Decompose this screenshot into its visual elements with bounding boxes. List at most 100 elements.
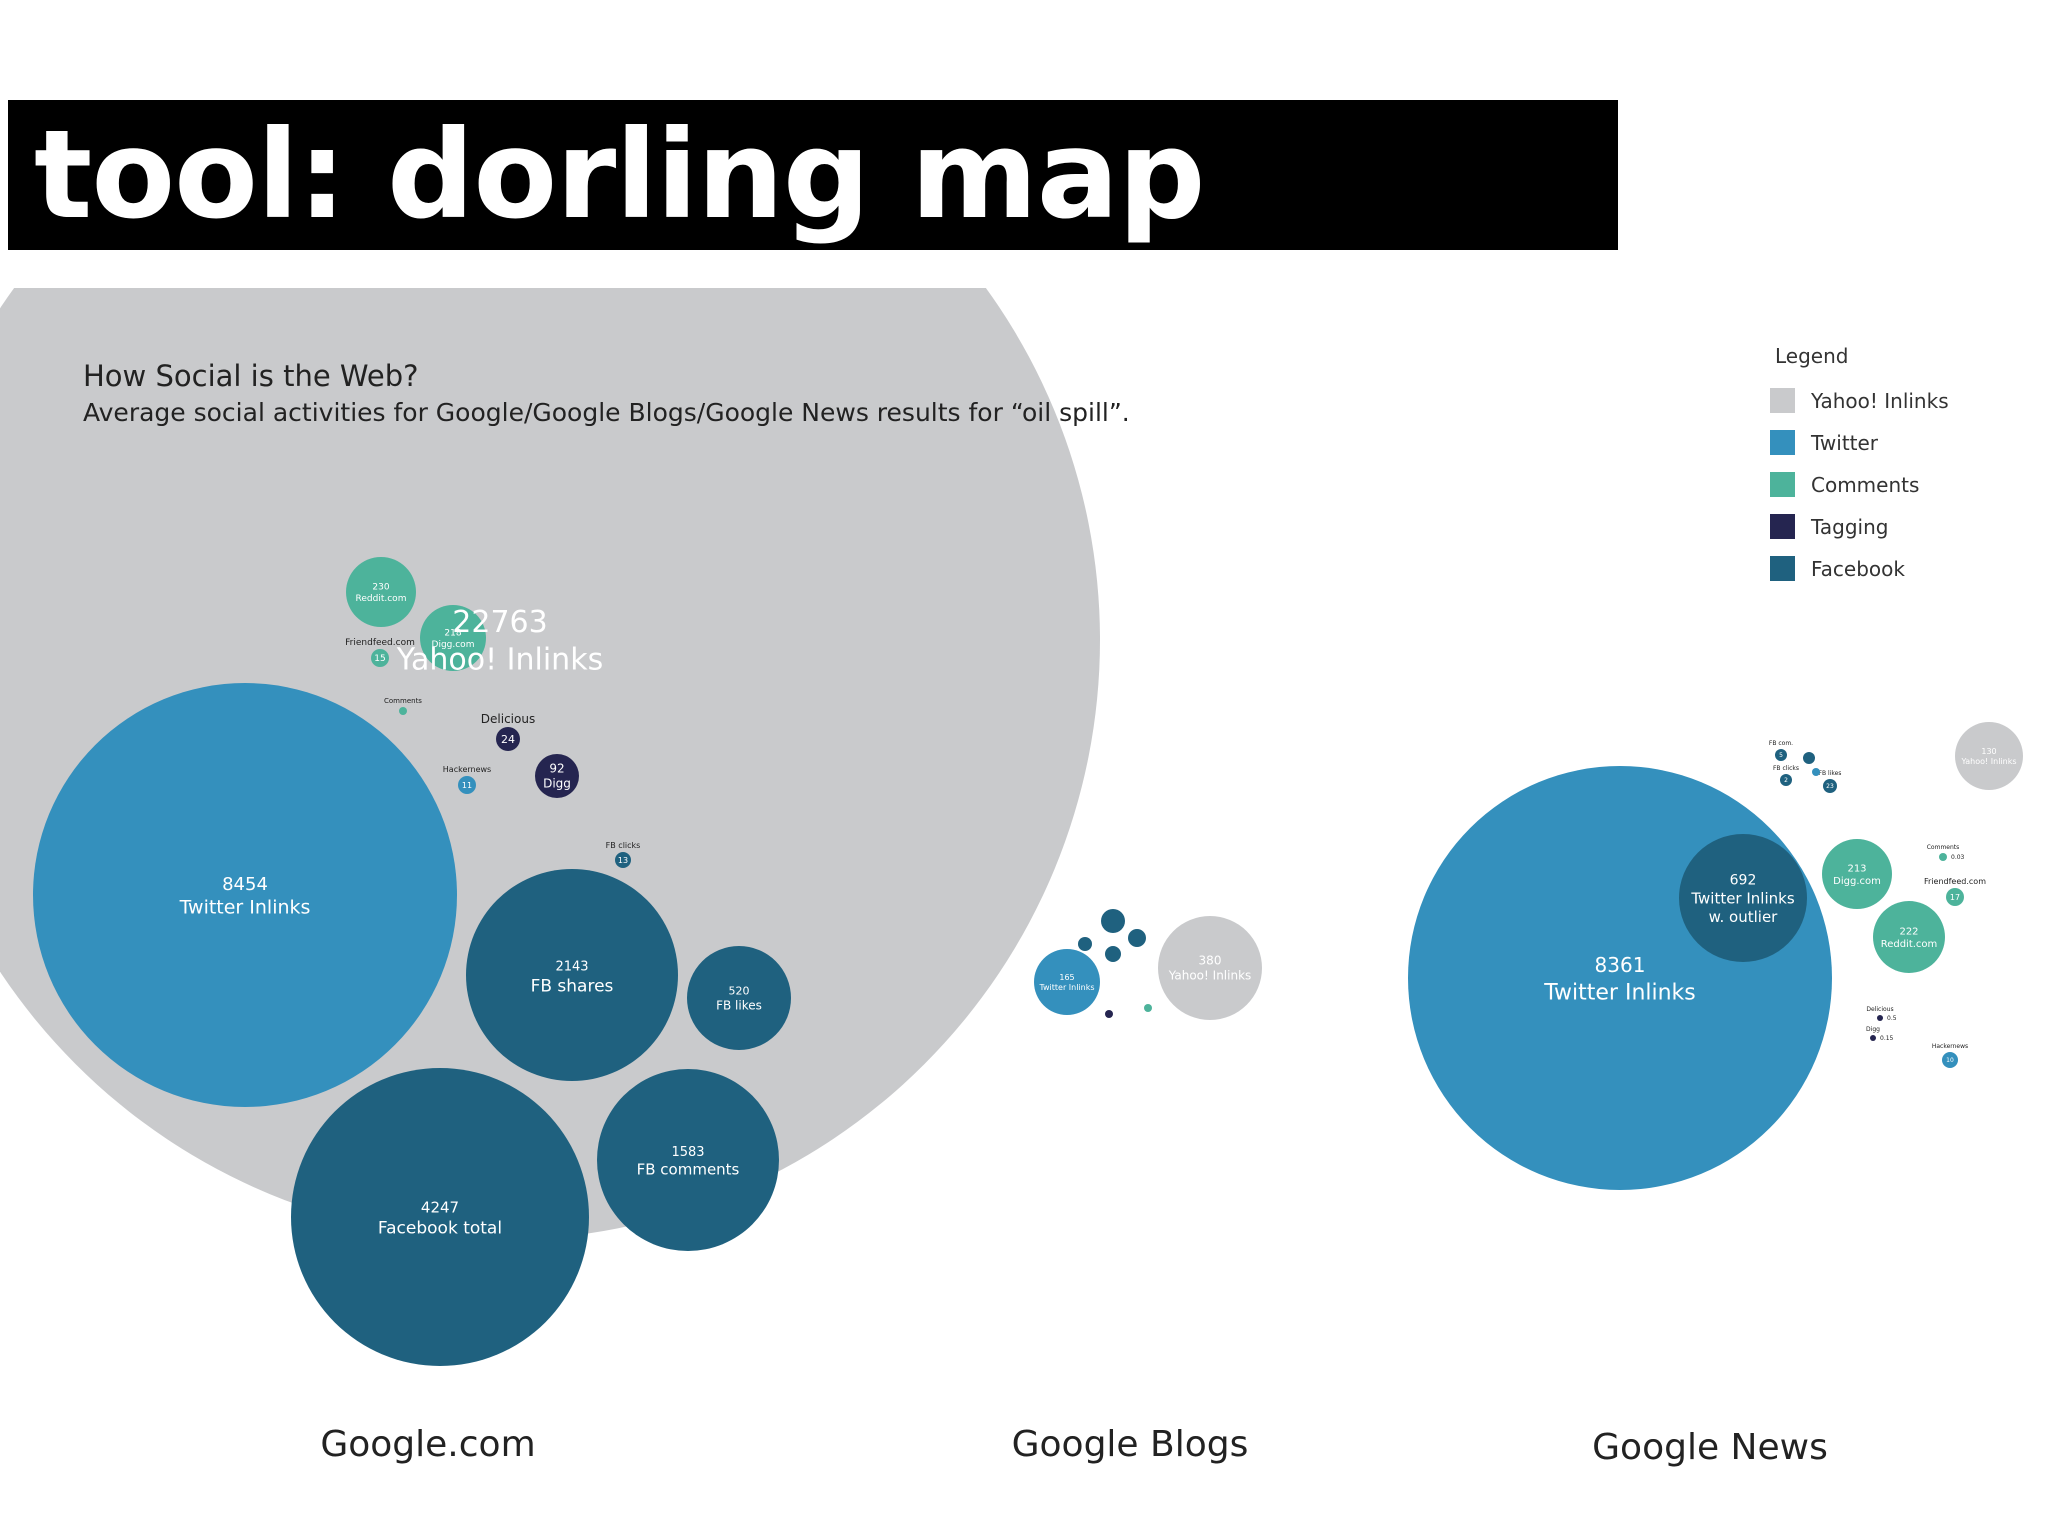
bubble-value: 0.5 bbox=[1887, 1015, 1897, 1022]
panel-labels: Google.com Google Blogs Google News bbox=[320, 1424, 1827, 1468]
bubble-label: Reddit.com bbox=[356, 594, 407, 604]
bubble-value: 23 bbox=[1826, 783, 1834, 790]
bubble-twitter bbox=[1408, 766, 1832, 1190]
bubble-label: FB likes bbox=[716, 999, 762, 1013]
legend-swatch-tagging bbox=[1770, 514, 1795, 539]
bubble-facebook bbox=[466, 869, 678, 1081]
bubble-comments bbox=[1822, 839, 1892, 909]
bubble-value: 11 bbox=[462, 781, 472, 790]
panel-label: Google.com bbox=[320, 1424, 535, 1465]
bubble-label: Yahoo! Inlinks bbox=[1168, 969, 1252, 983]
bubble-yahoo bbox=[1158, 916, 1262, 1020]
bubble-value: 2 bbox=[1784, 777, 1788, 784]
legend-swatch-comments bbox=[1770, 472, 1795, 497]
bubble-facebook bbox=[687, 946, 791, 1050]
bubble-comments bbox=[371, 649, 389, 667]
bubble-facebook bbox=[1679, 834, 1807, 962]
bubble-label: Twitter Inlinks bbox=[1690, 889, 1795, 907]
bubble-comments bbox=[1144, 1004, 1152, 1012]
legend-label-tagging: Tagging bbox=[1810, 515, 1888, 539]
bubble-tagging bbox=[535, 754, 579, 798]
bubble-label: FB comments bbox=[637, 1161, 740, 1179]
legend-swatch-facebook bbox=[1770, 556, 1795, 581]
bubble-tagging bbox=[1105, 1010, 1113, 1018]
legend-title: Legend bbox=[1775, 344, 1848, 368]
bubble-value: 218 bbox=[444, 629, 461, 639]
bubble-label: Comments bbox=[1927, 844, 1960, 851]
bubble-label: Reddit.com bbox=[1881, 939, 1938, 950]
bubble-tagging bbox=[496, 727, 520, 751]
bubble-value: 5 bbox=[1779, 752, 1783, 759]
bubble-value: 24 bbox=[501, 733, 515, 746]
bubble-facebook bbox=[1803, 752, 1815, 764]
legend-label-comments: Comments bbox=[1811, 473, 1919, 497]
bubble-twitter bbox=[1812, 768, 1820, 776]
bubble-comments bbox=[1946, 888, 1964, 906]
chart-subtitle: Average social activities for Google/Goo… bbox=[83, 398, 1130, 427]
bubble-tagging bbox=[1870, 1035, 1876, 1041]
bubble-label: Delicious bbox=[1866, 1006, 1893, 1013]
bubble-value: 13 bbox=[618, 856, 628, 865]
bubble-label: Twitter Inlinks bbox=[179, 897, 311, 919]
legend: Legend Yahoo! Inlinks Twitter Comments Tagg… bbox=[1770, 344, 1949, 581]
bubble-label: Twitter Inlinks bbox=[1543, 980, 1696, 1005]
bubble-facebook bbox=[291, 1068, 589, 1366]
bubble-value: 4247 bbox=[421, 1198, 459, 1216]
bubble-label: Friendfeed.com bbox=[1924, 877, 1986, 886]
bubble-comments bbox=[420, 605, 486, 671]
bubble-label: Comments bbox=[384, 697, 422, 705]
bubble-value: 0.03 bbox=[1951, 854, 1965, 861]
bubble-yahoo bbox=[1955, 722, 2023, 790]
legend-label-twitter: Twitter bbox=[1810, 431, 1879, 455]
bubble-twitter bbox=[1942, 1052, 1958, 1068]
bubble-label: Facebook total bbox=[378, 1219, 502, 1239]
legend-swatch-twitter bbox=[1770, 430, 1795, 455]
bubble-facebook bbox=[1105, 946, 1121, 962]
bubble-comments bbox=[1873, 901, 1945, 973]
bubble-twitter bbox=[33, 683, 457, 1107]
bubble-label: w. outlier bbox=[1709, 908, 1779, 926]
bubble-label: Digg bbox=[1866, 1026, 1880, 1033]
bubble-label: Yahoo! Inlinks bbox=[1960, 757, 2016, 766]
bubble-label: Friendfeed.com bbox=[345, 638, 415, 648]
bubble-label: Digg.com bbox=[1833, 876, 1881, 887]
bubble-label: Hackernews bbox=[1932, 1043, 1968, 1050]
bubble-value: 0.15 bbox=[1880, 1035, 1894, 1042]
bubble-facebook bbox=[1780, 774, 1792, 786]
bubble-value: 17 bbox=[1950, 893, 1960, 902]
bubble-value: 8454 bbox=[222, 874, 268, 895]
bubble-comments bbox=[1939, 853, 1947, 861]
bubble-twitter bbox=[1034, 949, 1100, 1015]
bubble-value: 22763 bbox=[452, 605, 547, 640]
bubble-tagging bbox=[1877, 1015, 1883, 1021]
bubble-value: 213 bbox=[1847, 863, 1866, 874]
bubble-label: FB clicks bbox=[606, 841, 641, 850]
bubble-facebook bbox=[1078, 937, 1092, 951]
bubble-label: Delicious bbox=[481, 712, 535, 726]
bubble-value: 15 bbox=[374, 654, 385, 664]
bubble-value: 92 bbox=[549, 762, 564, 776]
legend-swatch-yahoo bbox=[1770, 388, 1795, 413]
bubble-value: 165 bbox=[1059, 973, 1074, 982]
bubble-facebook bbox=[615, 852, 631, 868]
bubble-value: 222 bbox=[1899, 926, 1918, 937]
bubble-label: Hackernews bbox=[443, 765, 491, 774]
panel-label: Google News bbox=[1592, 1427, 1828, 1468]
bubble-value: 130 bbox=[1981, 747, 1996, 756]
bubble-label: Twitter Inlinks bbox=[1038, 983, 1094, 992]
bubble-value: 8361 bbox=[1595, 953, 1646, 977]
bubble-value: 230 bbox=[372, 583, 389, 593]
bubble-facebook bbox=[1101, 909, 1125, 933]
bubble-facebook bbox=[1775, 749, 1787, 761]
bubble-value: 380 bbox=[1199, 954, 1222, 968]
chart-title: How Social is the Web? bbox=[83, 359, 419, 393]
panel-label: Google Blogs bbox=[1012, 1424, 1249, 1465]
bubble-label: FB likes bbox=[1819, 770, 1842, 777]
bubble-value: 10 bbox=[1946, 1057, 1954, 1064]
bubble-label: Digg.com bbox=[432, 640, 475, 650]
legend-label-facebook: Facebook bbox=[1811, 557, 1905, 581]
bubble-facebook bbox=[1128, 929, 1146, 947]
bubble-twitter bbox=[458, 776, 476, 794]
